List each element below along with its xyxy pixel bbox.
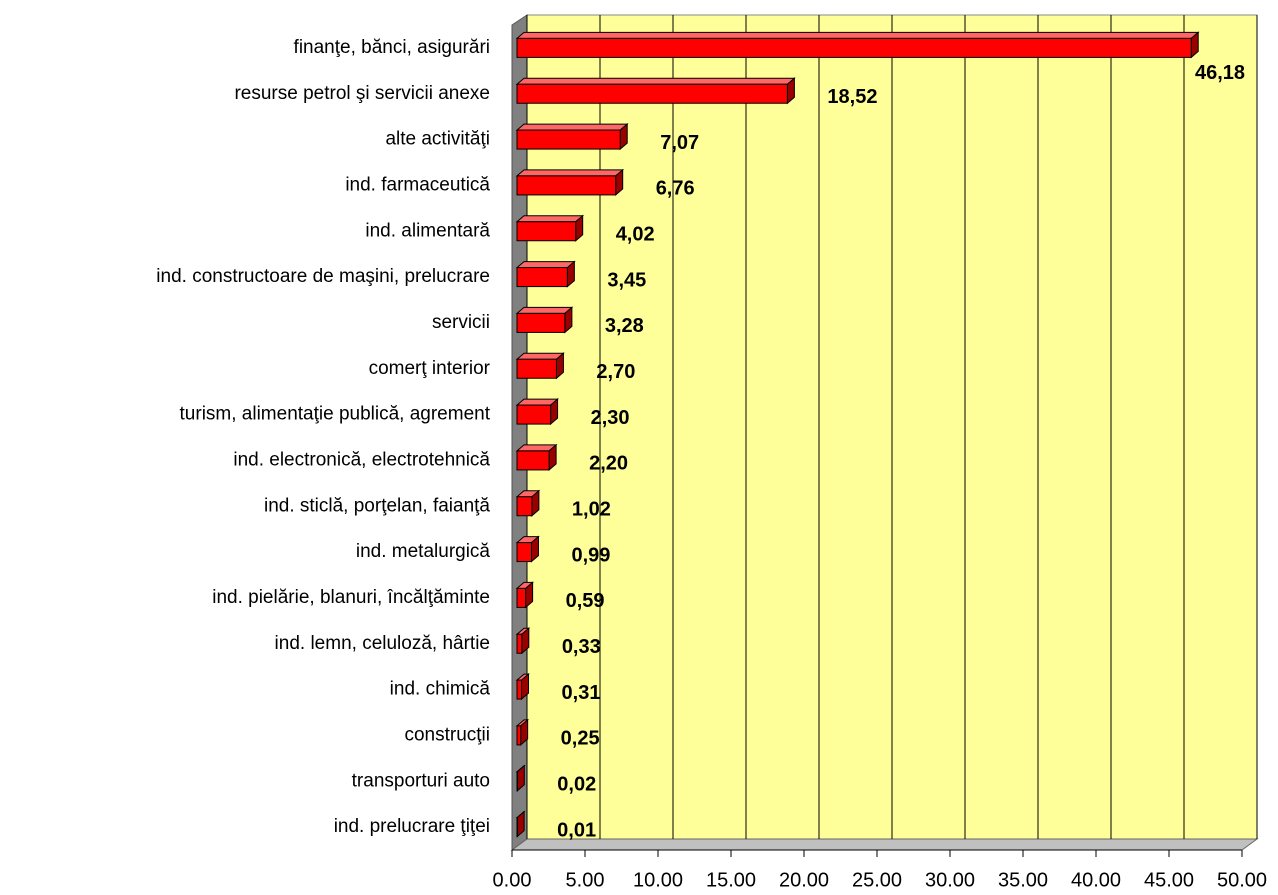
x-tick-label: 40.00: [1071, 869, 1121, 891]
value-label: 3,45: [607, 269, 646, 291]
bar-face: [516, 267, 568, 288]
bar-face: [515, 169, 625, 177]
y-tick-label: resurse petrol şi servicii anexe: [234, 83, 490, 104]
bar: [515, 718, 530, 747]
bar: [515, 489, 541, 517]
x-tick-label: 0.00: [493, 869, 532, 891]
bar-face: [516, 725, 522, 746]
bar-face: [516, 450, 550, 471]
y-tick-label: transporturi auto: [352, 770, 490, 791]
y-tick-label: comerţ interior: [369, 358, 491, 379]
value-label: 0,25: [561, 728, 600, 750]
value-label: 46,18: [1195, 62, 1245, 84]
bar: [515, 627, 531, 655]
bar: [515, 581, 534, 609]
y-tick-label: finanţe, bănci, asigurări: [294, 37, 490, 58]
y-tick-label: ind. electronică, electrotehnică: [233, 449, 490, 470]
y-tick-label: ind. alimentară: [365, 220, 490, 241]
value-label: 2,30: [591, 407, 630, 429]
bar-face: [515, 352, 565, 360]
bar: [515, 397, 559, 426]
bar-face: [516, 633, 523, 654]
bar: [515, 260, 576, 288]
bar-face: [516, 358, 557, 379]
y-tick-label: construcţii: [404, 724, 490, 745]
bar-face: [516, 817, 518, 838]
bar-face: [516, 129, 621, 150]
x-tick-label: 30.00: [925, 869, 975, 891]
bar-face: [515, 261, 576, 269]
x-tick-label: 5.00: [566, 869, 605, 891]
x-tick-label: 20.00: [779, 869, 829, 891]
x-tick-label: 35.00: [998, 869, 1048, 891]
value-label: 7,07: [660, 132, 699, 154]
value-label: 4,02: [616, 224, 655, 246]
bar: [515, 168, 625, 197]
x-tick-label: 50.00: [1217, 869, 1267, 891]
value-label: 0,01: [557, 819, 596, 841]
bar: [515, 443, 558, 472]
value-label: 1,02: [572, 499, 611, 521]
bar-face: [516, 679, 523, 700]
y-tick-label: turism, alimentaţie publică, agrement: [180, 404, 491, 425]
bar: [515, 810, 526, 838]
value-label: 6,76: [656, 178, 695, 200]
bar-face: [516, 312, 566, 333]
bar-face: [516, 587, 527, 608]
value-label: 2,20: [589, 453, 628, 475]
y-tick-label: alte activităţi: [385, 129, 490, 150]
value-label: 0,59: [566, 590, 605, 612]
x-tick-label: 45.00: [1144, 869, 1194, 891]
x-tick-label: 15.00: [706, 869, 756, 891]
y-tick-label: ind. pielărie, blanuri, încălţăminte: [212, 587, 490, 608]
bar-face: [515, 123, 629, 131]
floor: [510, 838, 1259, 851]
value-label: 18,52: [827, 86, 877, 108]
y-tick-label: ind. metalurgică: [356, 541, 491, 562]
bar: [515, 764, 526, 792]
bar: [515, 352, 565, 380]
bar: [515, 122, 629, 151]
value-label: 0,99: [571, 544, 610, 566]
bar-face: [516, 37, 1192, 58]
y-tick-label: ind. farmaceutică: [345, 174, 490, 195]
bar: [515, 31, 1200, 59]
bar: [515, 535, 540, 563]
value-label: 0,33: [562, 636, 601, 658]
bar: [515, 77, 796, 105]
bar-face: [515, 77, 796, 85]
bar-face: [515, 31, 1200, 39]
value-label: 2,70: [596, 361, 635, 383]
value-label: 3,28: [605, 315, 644, 337]
y-tick-label: ind. sticlă, porţelan, faianţă: [264, 495, 490, 516]
bar-face: [516, 175, 617, 196]
y-tick-label: servicii: [432, 312, 490, 333]
y-tick-label: ind. prelucrare ţiţei: [334, 816, 490, 837]
bar: [515, 672, 530, 701]
bar-face: [516, 496, 533, 517]
bar-face: [516, 542, 532, 563]
bar-face: [516, 404, 552, 425]
bar-face: [516, 83, 788, 104]
x-tick-label: 25.00: [852, 869, 902, 891]
value-label: 0,02: [557, 774, 596, 796]
bar-face: [516, 771, 518, 792]
bar-face: [516, 221, 577, 242]
bar: [515, 306, 574, 334]
y-tick-label: ind. chimică: [390, 679, 491, 700]
bar-face: [515, 306, 574, 314]
x-tick-label: 10.00: [633, 869, 683, 891]
y-tick-label: ind. constructoare de maşini, prelucrare: [156, 266, 490, 287]
value-label: 0,31: [562, 682, 601, 704]
y-tick-label: ind. lemn, celuloză, hârtie: [275, 633, 490, 654]
bar: [515, 214, 585, 242]
bar-face: [515, 215, 585, 223]
